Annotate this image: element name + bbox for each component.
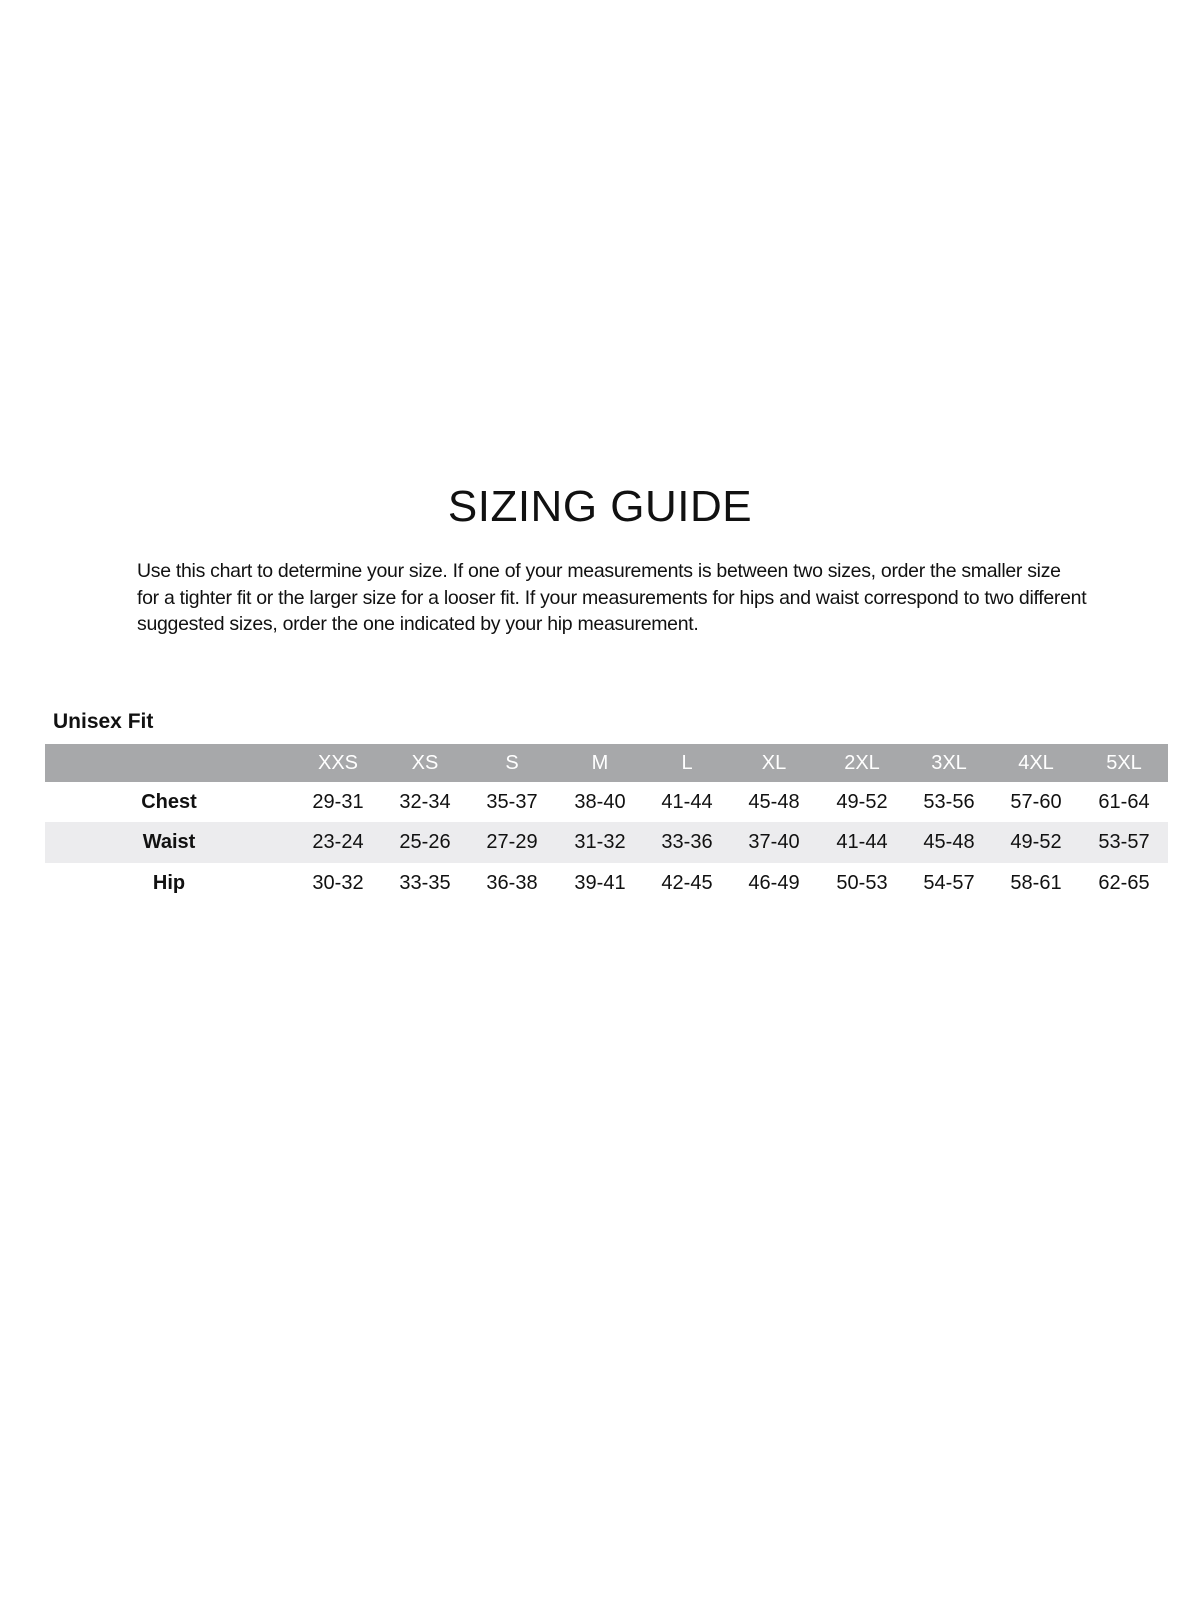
row-label: Chest [141, 790, 197, 813]
size-header-xxs: XXS [317, 751, 359, 774]
table-cell: 45-48 [748, 790, 800, 813]
table-cell: 32-34 [399, 790, 451, 813]
table-cell: 45-48 [923, 831, 975, 853]
size-table: XXS XS S M L XL 2XL 3XL 4XL 5XL Chest 29-31 32-34 35-… [45, 744, 1168, 903]
table-cell: 41-44 [836, 831, 888, 853]
table-row-waist: Waist 23-24 25-26 27-29 31-32 33-36 37-40 41-44… [45, 822, 1168, 863]
table-cell: 36-38 [486, 871, 538, 894]
table-row-hip: Hip 30-32 33-35 36-38 39-41 42-45 46-49 50-53 54… [45, 863, 1168, 903]
table-cell: 33-35 [399, 871, 451, 894]
size-header-3xl: 3XL [931, 751, 967, 774]
table-cell: 39-41 [574, 871, 626, 894]
table-cell: 57-60 [1010, 790, 1062, 813]
size-header-l: L [681, 751, 693, 774]
table-cell: 31-32 [574, 831, 626, 853]
size-header-s: S [505, 751, 519, 774]
table-cell: 27-29 [486, 831, 538, 853]
table-cell: 29-31 [312, 790, 364, 813]
size-header-m: M [591, 751, 609, 774]
size-header-5xl: 5XL [1106, 751, 1142, 774]
table-cell: 30-32 [312, 871, 364, 894]
row-label: Waist [142, 831, 196, 853]
table-cell: 46-49 [748, 871, 800, 894]
size-header-4xl: 4XL [1018, 751, 1054, 774]
table-cell: 35-37 [486, 790, 538, 813]
table-cell: 50-53 [836, 871, 888, 894]
intro-text: Use this chart to determine your size. I… [137, 560, 1087, 635]
table-cell: 23-24 [312, 831, 364, 853]
table-row-chest: Chest 29-31 32-34 35-37 38-40 41-44 45-48 49-52… [45, 782, 1168, 822]
table-cell: 41-44 [661, 790, 713, 813]
table-cell: 38-40 [574, 790, 626, 813]
table-cell: 25-26 [399, 831, 451, 853]
table-cell: 49-52 [1010, 831, 1062, 853]
table-cell: 49-52 [836, 790, 888, 813]
size-header-row: XXS XS S M L XL 2XL 3XL 4XL 5XL [45, 744, 1168, 782]
table-cell: 53-57 [1098, 831, 1150, 853]
table-cell: 62-65 [1098, 871, 1150, 894]
table-cell: 33-36 [661, 831, 713, 853]
table-cell: 58-61 [1010, 871, 1062, 894]
size-header-2xl: 2XL [844, 751, 880, 774]
table-cell: 61-64 [1098, 790, 1150, 813]
table-cell: 37-40 [748, 831, 800, 853]
size-header-xs: XS [411, 751, 439, 774]
row-label: Hip [152, 871, 186, 894]
table-cell: 53-56 [923, 790, 975, 813]
page-title: SIZING GUIDE [447, 482, 753, 531]
table-cell: 54-57 [923, 871, 975, 894]
size-header-xl: XL [761, 751, 787, 774]
fit-label: Unisex Fit [53, 710, 154, 733]
table-cell: 42-45 [661, 871, 713, 894]
